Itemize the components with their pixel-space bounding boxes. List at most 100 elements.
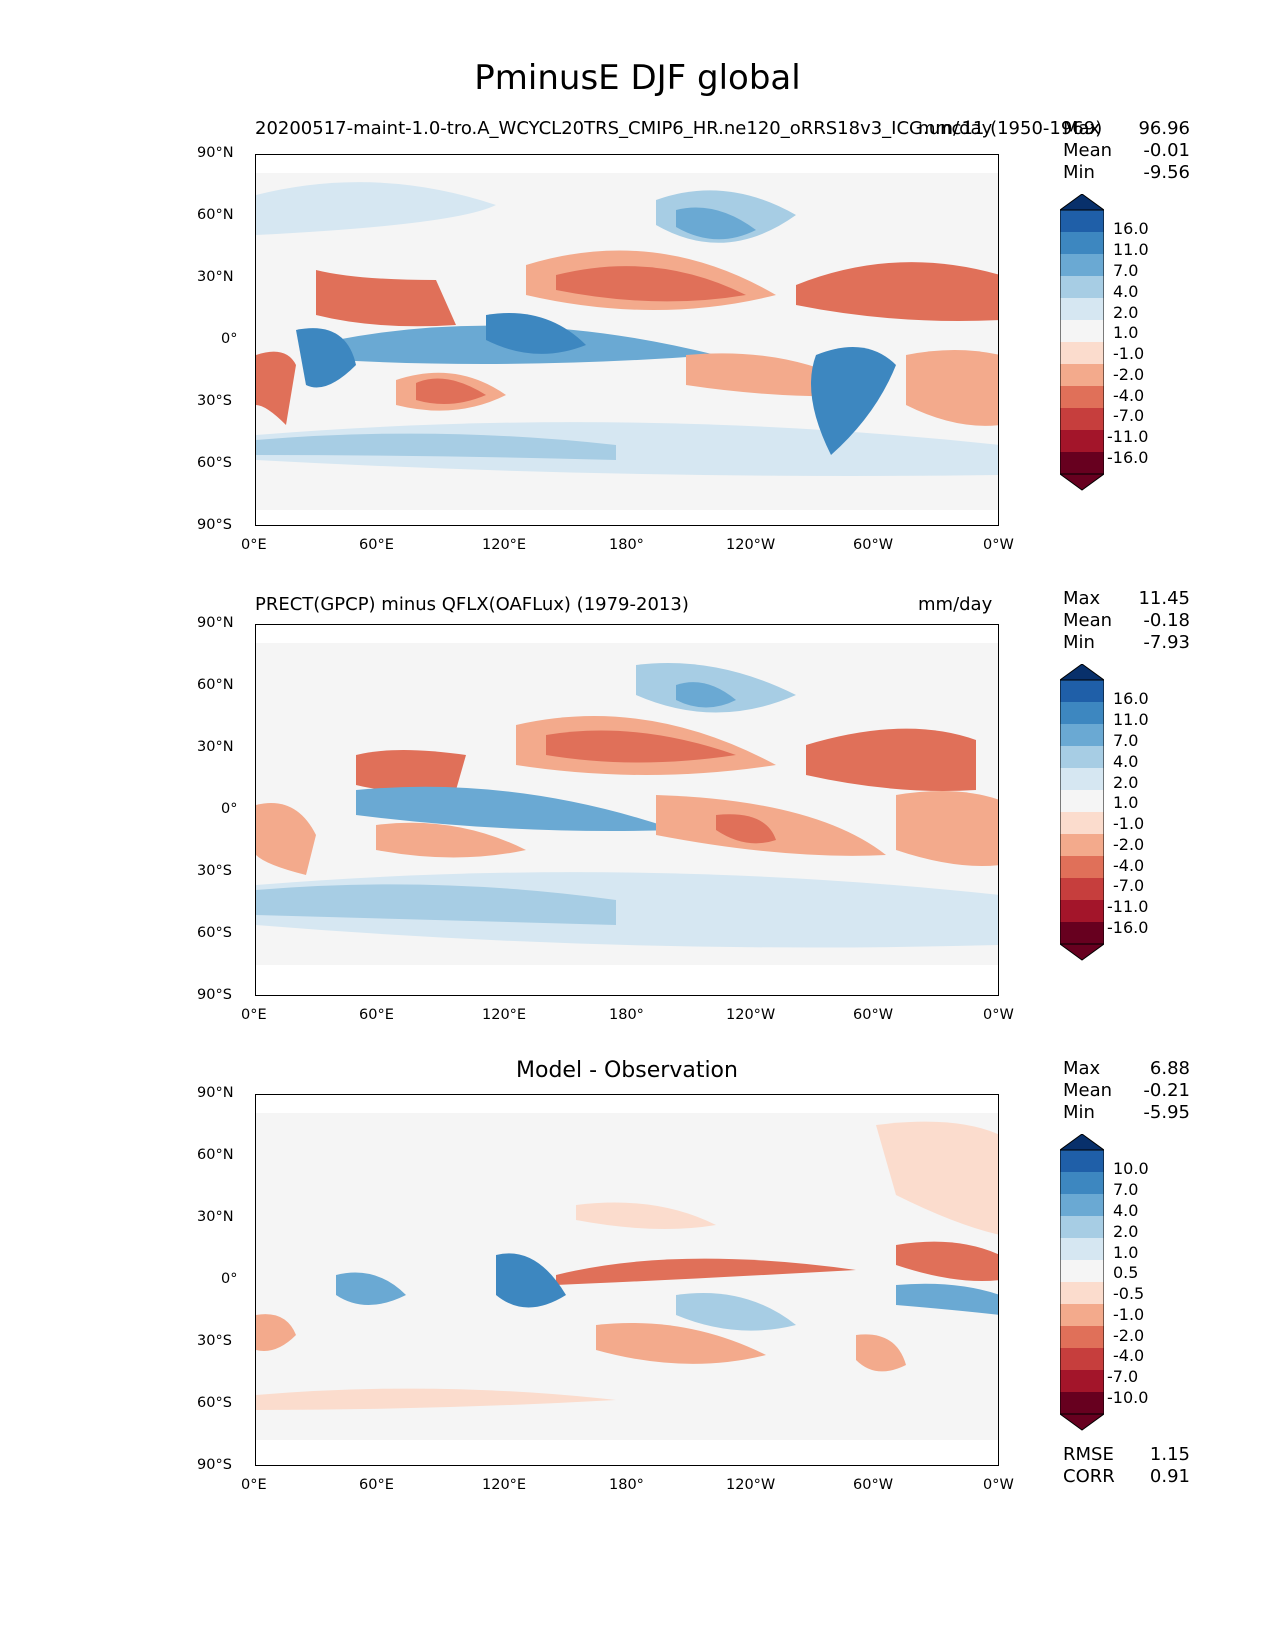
metric-label-corr: CORR — [1063, 1466, 1115, 1487]
stat-label-max: Max — [1063, 588, 1101, 609]
colorbar-tick: 4.0 — [1113, 282, 1139, 301]
y-tick: 30°N — [197, 269, 234, 285]
y-tick: 0° — [221, 801, 238, 817]
x-tick: 120°E — [482, 1007, 527, 1023]
colorbar-tick: -0.5 — [1113, 1284, 1145, 1303]
colorbar-tick: -4.0 — [1113, 386, 1145, 405]
y-tick: 0° — [221, 331, 238, 347]
y-tick: 60°N — [197, 207, 234, 223]
panel-title-left: PRECT(GPCP) minus QFLX(OAFLux) (1979-201… — [255, 594, 689, 615]
y-tick: 30°N — [197, 739, 234, 755]
stat-mean: -0.18 — [1143, 610, 1190, 631]
stat-min: -9.56 — [1143, 162, 1190, 183]
y-tick: 90°N — [197, 145, 234, 161]
stat-label-min: Min — [1063, 162, 1095, 183]
x-tick: 0°W — [983, 537, 1014, 553]
colorbar-tick: 4.0 — [1113, 752, 1139, 771]
colorbar-tick: 2.0 — [1113, 1222, 1139, 1241]
colorbar-tick: -7.0 — [1107, 1367, 1139, 1386]
x-tick: 0°E — [241, 1477, 267, 1493]
colorbar-tick: -1.0 — [1113, 344, 1145, 363]
colorbar-tick: 2.0 — [1113, 773, 1139, 792]
stat-label-min: Min — [1063, 632, 1095, 653]
colorbar-tick: 11.0 — [1113, 710, 1149, 729]
y-tick: 90°S — [197, 517, 232, 533]
x-tick: 60°W — [853, 537, 894, 553]
x-tick: 0°E — [241, 537, 267, 553]
y-tick: 60°S — [197, 925, 232, 941]
map-plot-area — [255, 1094, 999, 1466]
colorbar-tick: 1.0 — [1113, 323, 1139, 342]
y-tick: 60°N — [197, 1147, 234, 1163]
stat-label-max: Max — [1063, 118, 1101, 139]
metric-label-rmse: RMSE — [1063, 1444, 1114, 1465]
x-tick: 60°E — [359, 537, 394, 553]
stat-min: -5.95 — [1143, 1102, 1190, 1123]
y-tick: 60°N — [197, 677, 234, 693]
stat-label-min: Min — [1063, 1102, 1095, 1123]
colorbar-tick: -4.0 — [1113, 1346, 1145, 1365]
figure-title: PminusE DJF global — [474, 58, 801, 98]
colorbar-tick: -16.0 — [1107, 918, 1149, 937]
map-field-svg — [256, 625, 998, 995]
colorbar-tick: -2.0 — [1113, 835, 1145, 854]
colorbar-tick: -7.0 — [1113, 406, 1145, 425]
panel-units: mm/day — [918, 594, 993, 615]
y-tick: 30°N — [197, 1209, 234, 1225]
x-tick: 120°E — [482, 537, 527, 553]
stat-mean: -0.01 — [1143, 140, 1190, 161]
colorbar-tick: -11.0 — [1107, 897, 1149, 916]
x-tick: 0°W — [983, 1477, 1014, 1493]
colorbar — [1060, 194, 1104, 491]
metric-rmse: 1.15 — [1149, 1444, 1190, 1465]
x-tick: 120°W — [726, 537, 776, 553]
colorbar-tick: 1.0 — [1113, 793, 1139, 812]
stat-max: 6.88 — [1149, 1058, 1190, 1079]
x-tick: 120°E — [482, 1477, 527, 1493]
y-tick: 30°S — [197, 1333, 232, 1349]
x-tick: 180° — [609, 1007, 644, 1023]
stat-mean: -0.21 — [1143, 1080, 1190, 1101]
colorbar-tick: -7.0 — [1113, 876, 1145, 895]
colorbar-tick: 7.0 — [1113, 1180, 1139, 1199]
stat-min: -7.93 — [1143, 632, 1190, 653]
colorbar-tick: -10.0 — [1107, 1388, 1149, 1407]
x-tick: 180° — [609, 537, 644, 553]
colorbar-tick: -2.0 — [1113, 365, 1145, 384]
x-tick: 60°E — [359, 1007, 394, 1023]
colorbar-tick: 0.5 — [1113, 1263, 1139, 1282]
map-plot-area — [255, 624, 999, 996]
y-tick: 90°S — [197, 987, 232, 1003]
y-tick: 60°S — [197, 1395, 232, 1411]
stat-label-mean: Mean — [1063, 140, 1113, 161]
colorbar-tick: 16.0 — [1113, 689, 1149, 708]
colorbar-tick: 1.0 — [1113, 1243, 1139, 1262]
y-tick: 90°S — [197, 1457, 232, 1473]
stat-label-max: Max — [1063, 1058, 1101, 1079]
colorbar-tick: 2.0 — [1113, 303, 1139, 322]
y-tick: 60°S — [197, 455, 232, 471]
x-tick: 60°W — [853, 1477, 894, 1493]
colorbar-tick: -11.0 — [1107, 427, 1149, 446]
stat-label-mean: Mean — [1063, 1080, 1113, 1101]
y-tick: 90°N — [197, 615, 234, 631]
y-tick: 90°N — [197, 1085, 234, 1101]
colorbar-tick: 10.0 — [1113, 1159, 1149, 1178]
colorbar-tick: 16.0 — [1113, 219, 1149, 238]
panel-title-left: 20200517-maint-1.0-tro.A_WCYCL20TRS_CMIP… — [255, 118, 1103, 139]
colorbar-tick: -2.0 — [1113, 1326, 1145, 1345]
panel-title-center: Model - Observation — [516, 1058, 738, 1083]
x-tick: 60°E — [359, 1477, 394, 1493]
colorbar-tick: -4.0 — [1113, 856, 1145, 875]
x-tick: 0°W — [983, 1007, 1014, 1023]
colorbar-tick: 7.0 — [1113, 731, 1139, 750]
x-tick: 60°W — [853, 1007, 894, 1023]
map-field-svg — [256, 1095, 998, 1465]
y-tick: 30°S — [197, 393, 232, 409]
colorbar — [1060, 1134, 1104, 1431]
map-plot-area — [255, 154, 999, 526]
x-tick: 0°E — [241, 1007, 267, 1023]
panel-units: mm/day — [918, 118, 993, 139]
colorbar-tick: -1.0 — [1113, 1305, 1145, 1324]
colorbar-tick: -1.0 — [1113, 814, 1145, 833]
